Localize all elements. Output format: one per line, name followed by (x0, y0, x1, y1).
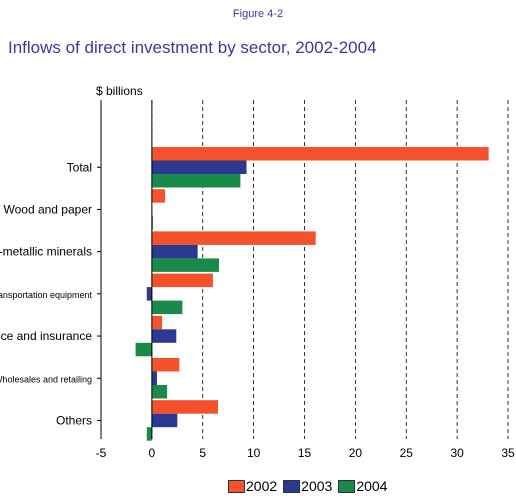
x-tick-label-5: 5 (199, 446, 206, 460)
legend-swatch-2004 (338, 480, 355, 493)
bar-2002-4 (152, 316, 162, 330)
x-tick-label-0: 0 (149, 446, 156, 460)
category-label-1: Wood and paper (3, 202, 92, 216)
bar-2002-6 (152, 400, 218, 414)
x-tick-label--5: -5 (96, 446, 107, 460)
bar-2003-2 (152, 245, 198, 259)
legend: 2002 2003 2004 (228, 478, 387, 494)
bar-2003-0 (152, 161, 247, 175)
bar-2004-3 (152, 301, 183, 315)
axes (97, 100, 152, 439)
bar-2003-5 (152, 372, 157, 386)
legend-item-2003: 2003 (283, 478, 332, 494)
legend-swatch-2002 (228, 480, 245, 493)
x-tick-label-15: 15 (298, 446, 312, 460)
bar-2002-0 (152, 147, 489, 161)
x-tick-label-10: 10 (247, 446, 261, 460)
legend-item-2002: 2002 (228, 478, 277, 494)
category-label-6: Others (56, 413, 92, 427)
bar-2004-4 (136, 343, 152, 357)
bar-2003-6 (152, 414, 177, 428)
legend-label-2002: 2002 (246, 478, 277, 494)
x-tick-labels: -5 0 5 10 15 20 25 30 35 (96, 446, 515, 460)
legend-swatch-2003 (283, 480, 300, 493)
bars (136, 147, 489, 441)
category-labels: Total Wood and paper Non-metallic minerals… (0, 160, 92, 427)
x-tick-label-35: 35 (501, 446, 515, 460)
bar-2003-4 (152, 329, 176, 343)
category-label-5: Wholesales and retailing (0, 374, 92, 384)
category-label-0: Total (67, 160, 92, 174)
bar-2004-6 (147, 427, 152, 441)
legend-item-2004: 2004 (338, 478, 387, 494)
x-tick-label-25: 25 (400, 446, 414, 460)
bar-2002-1 (152, 189, 165, 203)
x-tick-label-30: 30 (450, 446, 464, 460)
bar-2004-2 (152, 258, 219, 272)
x-tick-label-20: 20 (349, 446, 363, 460)
bar-2002-2 (152, 231, 316, 245)
bar-2002-3 (152, 274, 213, 288)
bar-2004-5 (152, 385, 167, 399)
bar-2002-5 (152, 358, 179, 372)
category-label-4: Finance and insurance (0, 329, 92, 343)
category-label-3: Transportation equipment (0, 290, 92, 300)
legend-label-2003: 2003 (301, 478, 332, 494)
legend-label-2004: 2004 (356, 478, 387, 494)
category-label-2: Non-metallic minerals (0, 245, 92, 259)
bar-2003-3 (147, 287, 152, 301)
bar-2004-0 (152, 174, 241, 188)
